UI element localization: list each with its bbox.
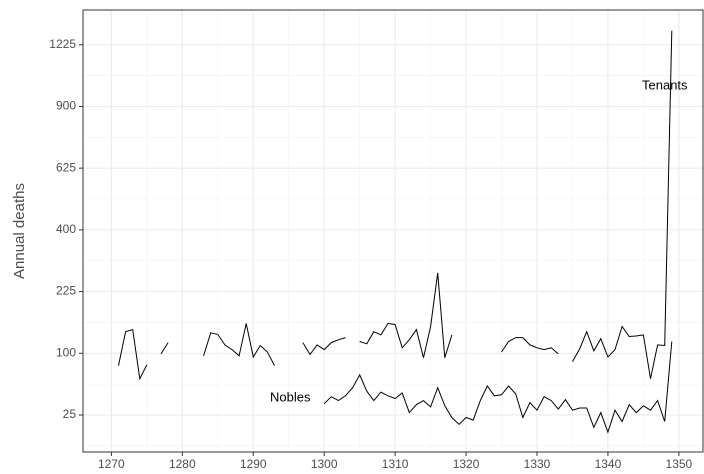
y-tick-label: 100 <box>56 345 76 359</box>
x-tick-label: 1330 <box>524 457 551 471</box>
y-tick-label: 400 <box>56 222 76 236</box>
panel-border <box>82 9 704 453</box>
y-tick-label: 1225 <box>49 37 76 51</box>
y-tick-label: 225 <box>56 284 76 298</box>
y-axis-title: Annual deaths <box>11 183 28 279</box>
x-tick-label: 1300 <box>311 457 338 471</box>
x-tick-label: 1340 <box>595 457 622 471</box>
x-tick-label: 1320 <box>453 457 480 471</box>
series-line <box>323 341 673 434</box>
y-tick-label: 900 <box>56 99 76 113</box>
series-label: Nobles <box>270 389 311 404</box>
x-tick-label: 1350 <box>666 457 693 471</box>
x-tick-label: 1280 <box>169 457 196 471</box>
x-tick-label: 1270 <box>98 457 125 471</box>
y-tick-label: 25 <box>63 407 77 421</box>
x-tick-label: 1290 <box>240 457 267 471</box>
series-label: Tenants <box>642 77 688 92</box>
panel <box>83 10 703 452</box>
series-line <box>118 30 673 381</box>
x-tick-label: 1310 <box>382 457 409 471</box>
y-tick-label: 625 <box>56 160 76 174</box>
